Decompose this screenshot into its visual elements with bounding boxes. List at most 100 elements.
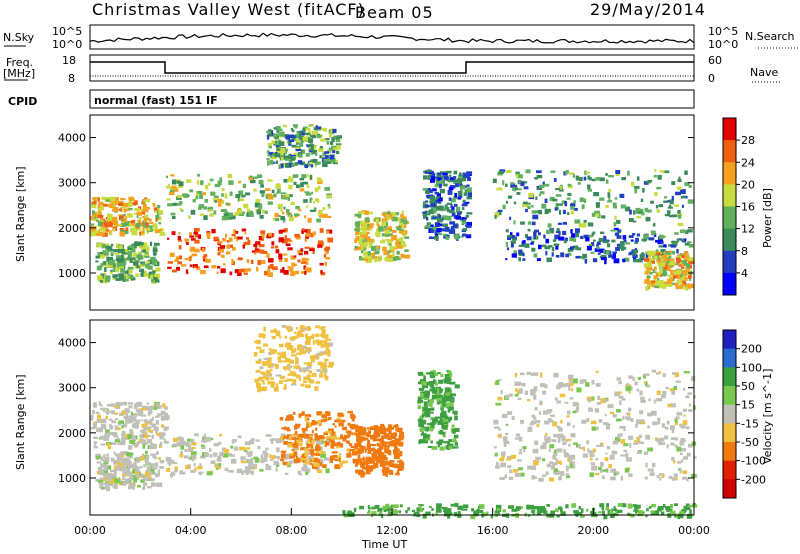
data-cell [114,197,119,201]
data-cell [622,246,627,250]
data-cell [520,472,525,477]
data-cell [146,402,149,405]
data-cell [564,453,570,458]
data-cell [107,217,112,222]
data-cell [256,339,261,345]
colorbar-swatch [723,442,736,462]
data-cell [325,155,329,159]
data-cell [437,420,443,425]
data-cell [513,250,517,255]
data-cell [579,379,584,384]
data-cell [601,256,607,261]
data-cell [203,433,206,439]
data-cell [631,233,636,236]
data-cell [426,194,430,198]
data-cell [273,328,277,333]
data-cell [259,190,265,194]
data-cell [530,389,533,392]
data-cell [531,247,536,252]
data-cell [648,506,652,509]
data-cell [305,336,311,341]
data-cell [277,203,283,208]
data-cell [282,253,288,256]
data-cell [365,433,370,437]
data-cell [305,132,311,135]
data-cell [371,447,375,451]
data-cell [442,223,448,228]
data-cell [152,260,157,265]
data-cell [452,224,458,229]
data-cell [322,326,326,329]
data-cell [457,506,463,510]
data-cell [298,413,302,418]
data-cell [373,425,379,429]
data-cell [324,375,329,381]
data-cell [169,189,175,193]
data-cell [126,472,131,475]
data-cell [105,262,108,268]
data-cell [368,430,371,434]
data-cell [205,184,209,190]
data-cell [674,503,678,507]
data-cell [267,364,271,369]
data-cell [289,359,294,364]
data-cell [288,429,291,432]
data-cell [270,440,274,444]
data-cell [647,425,650,429]
data-cell [129,253,132,259]
data-cell [105,245,112,249]
data-cell [114,468,119,471]
data-cell [179,470,184,475]
data-cell [308,468,311,473]
data-cell [560,252,565,258]
data-cell [442,180,445,184]
data-cell [95,478,100,482]
data-cell [431,380,437,385]
data-cell [118,202,124,206]
data-cell [174,469,178,473]
data-cell [386,217,390,221]
data-cell [100,456,104,461]
data-cell [123,202,130,208]
data-cell [518,244,524,247]
data-cell [646,384,651,388]
data-cell [96,461,102,464]
data-cell [298,367,302,372]
data-cell [342,510,346,515]
data-cell [633,259,639,263]
data-cell [127,456,133,459]
data-cell [662,391,667,395]
data-cell [194,433,199,437]
data-cell [273,460,279,465]
data-cell [385,503,390,509]
data-cell [125,413,129,418]
data-cell [287,239,293,243]
data-cell [123,273,126,278]
data-cell [531,510,535,514]
data-cell [107,213,113,218]
data-cell [301,466,307,472]
data-cell [442,397,448,402]
data-cell [515,437,520,440]
data-cell [317,185,321,190]
data-cell [625,457,632,462]
data-cell [267,269,271,273]
data-cell [133,277,136,281]
data-cell [386,214,389,217]
data-cell [544,420,550,425]
data-cell [301,427,306,431]
data-cell [296,439,302,443]
data-cell [327,206,331,209]
data-cell [118,453,122,456]
data-cell [372,436,377,442]
data-cell [255,198,261,203]
data-cell [347,435,351,438]
data-cell [104,456,110,462]
data-cell [502,413,508,418]
data-cell [565,473,569,476]
data-cell [141,211,145,215]
data-cell [118,420,124,424]
data-cell [663,503,666,508]
data-cell [653,277,657,283]
data-cell [681,254,685,259]
